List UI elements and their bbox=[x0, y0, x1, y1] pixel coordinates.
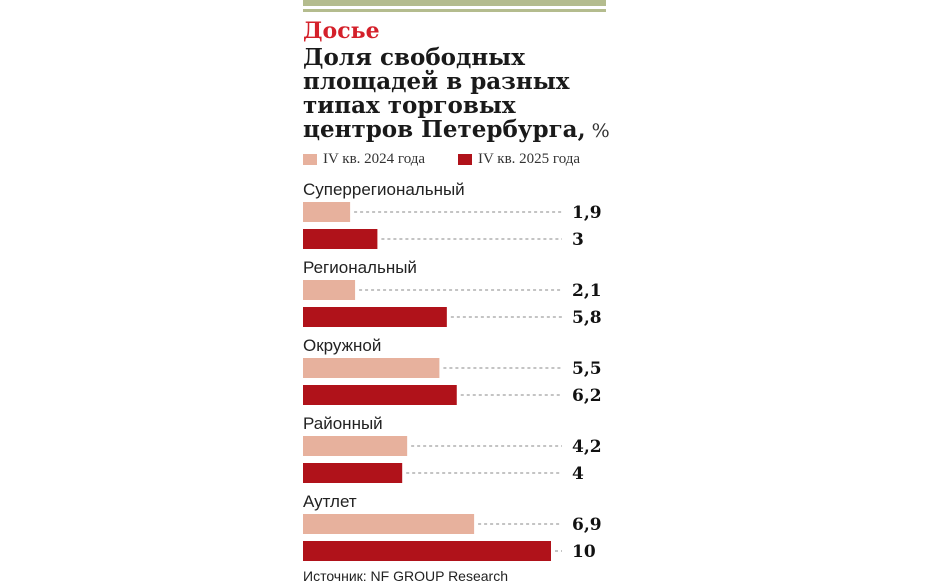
data-label: 10 bbox=[572, 542, 596, 562]
bar bbox=[303, 385, 457, 405]
category-label: Аутлет bbox=[303, 492, 357, 511]
category-label: Районный bbox=[303, 414, 383, 433]
legend-label-2: IV кв. 2025 года bbox=[478, 151, 581, 167]
chart-title: Доля свободных площадей в разных типах т… bbox=[303, 46, 610, 143]
bar bbox=[303, 280, 356, 300]
bar bbox=[303, 463, 403, 483]
data-label: 3 bbox=[572, 230, 584, 250]
title-line-4-text: центров Петербурга, bbox=[303, 116, 586, 143]
data-label: 1,9 bbox=[572, 203, 602, 223]
title-line-4: центров Петербурга,% bbox=[303, 118, 610, 143]
data-label: 4 bbox=[572, 464, 584, 484]
legend-swatch-2 bbox=[458, 154, 472, 165]
title-line-2: площадей в разных bbox=[303, 68, 570, 95]
bar bbox=[303, 358, 440, 378]
kicker: Досье bbox=[303, 18, 380, 44]
source-note: Источник: NF GROUP Research bbox=[303, 568, 508, 584]
data-label: 2,1 bbox=[572, 281, 602, 301]
bar bbox=[303, 541, 551, 561]
legend-item-1: IV кв. 2024 года bbox=[303, 151, 425, 168]
category-label: Окружной bbox=[303, 336, 381, 355]
category-label: Региональный bbox=[303, 258, 417, 277]
bar bbox=[303, 307, 447, 327]
data-label: 5,8 bbox=[572, 308, 602, 328]
bar bbox=[303, 202, 351, 222]
bar bbox=[303, 514, 475, 534]
data-label: 6,2 bbox=[572, 386, 602, 406]
header-stripes bbox=[303, 0, 606, 14]
legend-label-1: IV кв. 2024 года bbox=[323, 151, 426, 167]
title-line-1: Доля свободных bbox=[303, 44, 525, 71]
title-unit: % bbox=[591, 120, 610, 142]
data-label: 4,2 bbox=[572, 437, 602, 457]
bar bbox=[303, 229, 378, 249]
bar bbox=[303, 436, 408, 456]
title-line-3: типах торговых bbox=[303, 92, 516, 119]
legend-swatch-1 bbox=[303, 154, 317, 165]
data-label: 6,9 bbox=[572, 515, 602, 535]
category-label: Суперрегиональный bbox=[303, 180, 465, 199]
legend-item-2: IV кв. 2025 года bbox=[458, 151, 580, 168]
data-label: 5,5 bbox=[572, 359, 602, 379]
